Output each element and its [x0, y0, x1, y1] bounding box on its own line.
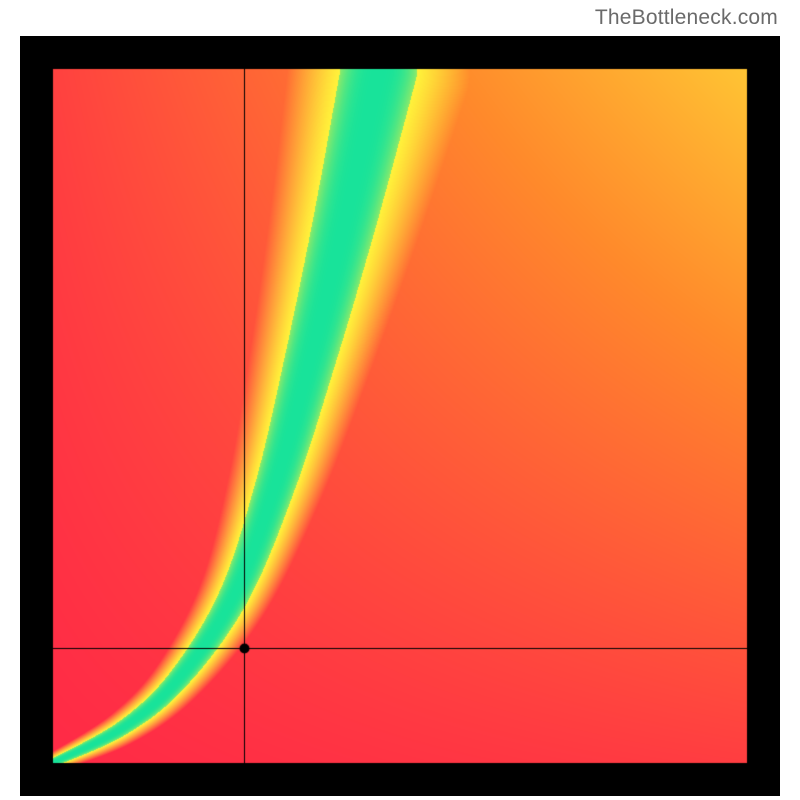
- heatmap-canvas: [20, 36, 780, 796]
- heatmap-stage: [20, 36, 780, 796]
- watermark-text: TheBottleneck.com: [595, 6, 778, 30]
